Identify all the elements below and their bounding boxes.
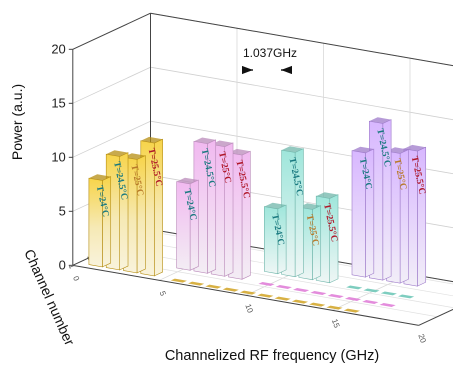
floor-marker	[398, 294, 415, 299]
grid-line-side	[72, 66, 151, 104]
grid-line-floor	[109, 247, 453, 308]
y-axis-label: Power (a.u.)	[9, 84, 25, 160]
floor-marker	[309, 302, 326, 307]
bar: T=24°C	[351, 146, 374, 278]
bar: T=24°C	[176, 177, 199, 271]
bar-top	[106, 150, 129, 157]
floor-marker	[275, 285, 292, 290]
grid-line-side	[72, 120, 151, 158]
bar-top	[264, 202, 287, 209]
axis-frame-line	[72, 264, 419, 326]
floor-marker	[310, 291, 327, 296]
floor-marker	[257, 293, 274, 298]
bar-top	[140, 136, 163, 144]
y-tick-label: 5	[59, 203, 66, 218]
floor-marker	[362, 300, 379, 305]
bar-top	[281, 146, 304, 153]
bar: T=24.5°C	[105, 150, 130, 271]
axis-frame-line	[72, 12, 151, 50]
bar: T=24°C	[264, 202, 287, 275]
bar-top	[316, 192, 339, 199]
floor-marker	[379, 303, 396, 308]
floor-marker	[274, 296, 291, 301]
x-tick-label: 15	[330, 318, 342, 330]
floor-marker	[327, 294, 344, 299]
z-axis-label: Channel number	[21, 247, 78, 348]
floor-marker	[293, 288, 310, 293]
bar-top	[403, 144, 426, 152]
x-tick-label: 0	[71, 275, 81, 283]
floor-marker	[291, 299, 309, 304]
annotation: 1.037GHz	[241, 46, 297, 75]
bars: T=25.5°CT=25°CT=24.5°CT=24°CT=25.5°CT=25…	[88, 117, 428, 287]
bar-top	[369, 117, 392, 124]
floor-marker	[188, 281, 205, 286]
bar-top	[88, 174, 111, 181]
axis-frame-line	[150, 12, 453, 67]
y-tick-label: 10	[51, 149, 65, 164]
y-tick-label: 20	[51, 41, 65, 56]
bar-top	[228, 148, 251, 156]
annotation-label: 1.037GHz	[243, 46, 297, 60]
z-tick-label: 1	[67, 263, 77, 271]
bar-top	[176, 177, 199, 184]
y-tick-label: 0	[59, 257, 66, 272]
x-tick-label: 10	[243, 303, 255, 315]
floor-marker	[326, 305, 343, 310]
bar-top	[211, 140, 234, 147]
y-tick-label: 15	[51, 95, 65, 110]
floor-marker	[363, 288, 380, 293]
floor-marker	[346, 285, 363, 290]
bar-top	[123, 153, 146, 160]
bar-top	[193, 137, 216, 144]
floor-marker	[205, 284, 222, 289]
bar-top	[386, 147, 409, 154]
floor-marker	[380, 291, 397, 296]
x-tick-label: 5	[158, 290, 168, 298]
floor-marker	[222, 287, 239, 292]
bar: T=24°C	[88, 174, 111, 268]
floor-marker	[344, 297, 362, 302]
floor-marker	[258, 282, 275, 287]
grid-line-back	[150, 12, 453, 67]
floor-marker	[170, 278, 187, 283]
bar-top	[298, 203, 321, 210]
floor-marker	[343, 308, 360, 313]
floor-marker	[239, 290, 257, 295]
x-axis-label: Channelized RF frequency (GHz)	[165, 348, 379, 364]
bar-top	[352, 146, 374, 153]
axis-frame-line	[418, 308, 453, 326]
x-tick-label: 20	[416, 333, 428, 345]
bar: T=25°C	[298, 203, 321, 281]
grid-line-back	[150, 66, 453, 121]
